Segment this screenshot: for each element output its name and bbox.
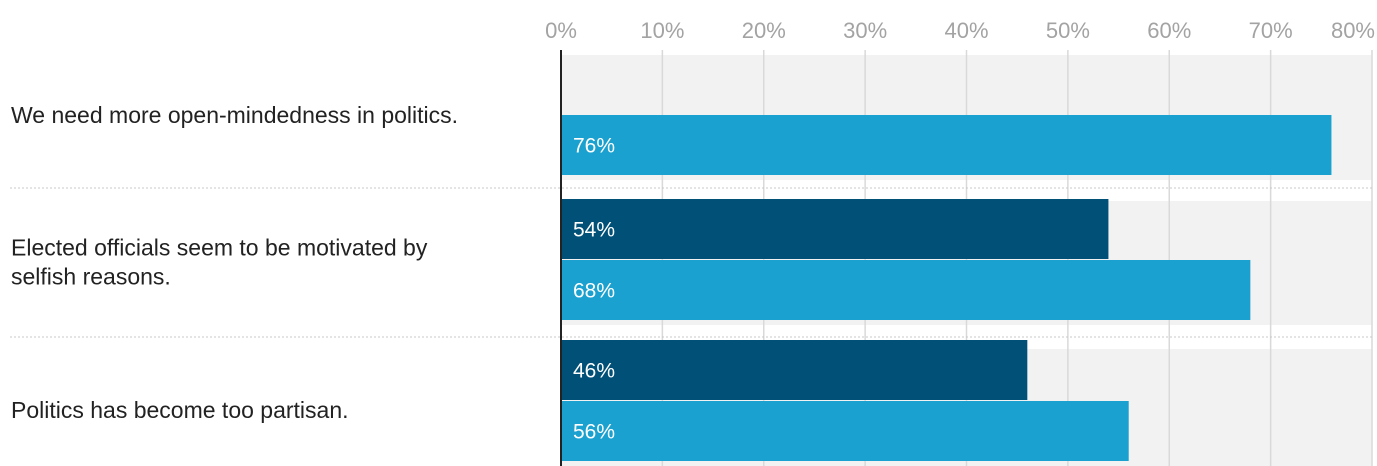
- tick-labels: 0% 10% 20% 30% 40% 50% 60% 70% 80%: [545, 18, 1375, 43]
- tick-label-8: 80%: [1331, 18, 1375, 43]
- category-separators: [10, 187, 1372, 338]
- tick-label-3: 30%: [843, 18, 887, 43]
- tick-label-2: 20%: [742, 18, 786, 43]
- bar-cat2-series0: [561, 340, 1028, 400]
- bar-label-cat2-series0: 46%: [573, 360, 615, 383]
- tick-label-0: 0%: [545, 18, 577, 43]
- tick-label-7: 70%: [1249, 18, 1293, 43]
- tick-label-6: 60%: [1147, 18, 1191, 43]
- bar-cat2-series1: [561, 401, 1129, 461]
- bar-cat0-series1: [561, 115, 1332, 175]
- tick-label-4: 40%: [944, 18, 988, 43]
- bar-label-cat0-series1: 76%: [573, 135, 615, 158]
- category-label-1-line-1: selfish reasons.: [11, 264, 171, 290]
- tick-label-5: 50%: [1046, 18, 1090, 43]
- bar-cat1-series0: [561, 199, 1109, 259]
- bars: 76% 54% 68% 46% 56%: [561, 115, 1332, 461]
- tick-label-1: 10%: [640, 18, 684, 43]
- bar-label-cat1-series1: 68%: [573, 280, 615, 303]
- category-label-2-line-0: Politics has become too partisan.: [11, 397, 349, 423]
- category-label-1-line-0: Elected officials seem to be motivated b…: [11, 235, 428, 261]
- bar-label-cat1-series0: 54%: [573, 219, 615, 242]
- bar-label-cat2-series1: 56%: [573, 421, 615, 444]
- category-labels: We need more open-mindedness in politics…: [11, 102, 458, 423]
- bar-cat1-series1: [561, 260, 1251, 320]
- category-label-0-line-0: We need more open-mindedness in politics…: [11, 102, 458, 128]
